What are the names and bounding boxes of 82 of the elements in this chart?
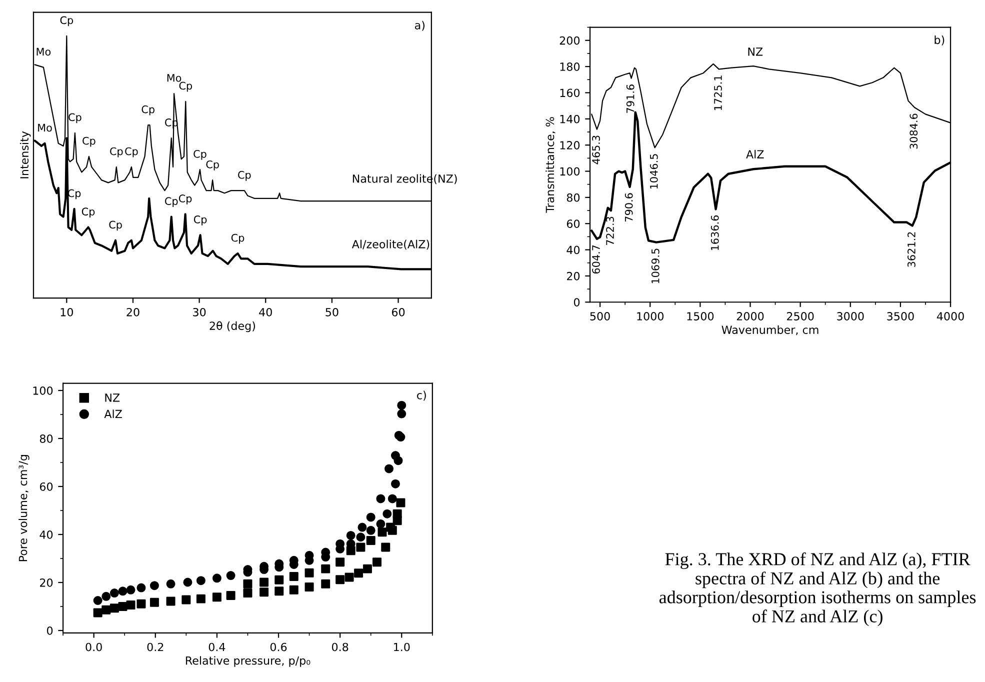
annotation: 3084.6 bbox=[910, 114, 918, 149]
y-tick-label: 200 bbox=[560, 36, 580, 45]
annotation: 722.3 bbox=[606, 216, 614, 246]
y-tick-label: 120 bbox=[560, 141, 580, 150]
annotation: b) bbox=[934, 36, 944, 46]
annotation: Cp bbox=[110, 147, 123, 158]
y-tick-label: 40 bbox=[566, 246, 580, 254]
annotation: 791.6 bbox=[626, 84, 634, 113]
x-tick-label: 3500 bbox=[887, 312, 914, 320]
annotation: Cp bbox=[165, 197, 178, 208]
x-tick-label: 0.2 bbox=[147, 642, 164, 652]
annotation: Cp bbox=[231, 234, 244, 244]
x-tick-label: 30 bbox=[193, 308, 206, 316]
y-axis-title: Transmittance, % bbox=[546, 117, 556, 213]
annotation: 1725.1 bbox=[714, 76, 722, 110]
annotation: Cp bbox=[60, 16, 74, 26]
y-tick-label: 0 bbox=[574, 298, 580, 307]
series-label: NZ bbox=[748, 48, 763, 56]
x-tick-label: 1.0 bbox=[394, 642, 410, 652]
annotation: Cp bbox=[238, 170, 251, 181]
x-tick-label: 1500 bbox=[687, 312, 714, 320]
x-tick-label: 20 bbox=[126, 308, 140, 316]
y-tick-label: 100 bbox=[560, 167, 580, 176]
x-tick-label: 0.8 bbox=[332, 642, 348, 652]
x-tick-label: 2000 bbox=[736, 312, 764, 320]
annotation: 465.3 bbox=[592, 136, 600, 164]
annotation: Cp bbox=[142, 105, 154, 116]
annotation: 1636.6 bbox=[710, 215, 719, 250]
y-tick-label: 20 bbox=[40, 578, 53, 587]
y-axis-title: Intensity bbox=[20, 131, 31, 178]
x-tick-label: 40 bbox=[259, 308, 272, 316]
y-axis-title: Pore volume, cm³/g bbox=[18, 455, 30, 562]
x-tick-label: 4000 bbox=[936, 312, 964, 320]
x-axis-title: Relative pressure, p/p₀ bbox=[186, 656, 310, 667]
x-tick-label: 0.6 bbox=[270, 642, 287, 652]
x-tick-label: 0.0 bbox=[86, 642, 102, 652]
y-tick-label: 80 bbox=[40, 434, 53, 443]
y-tick-label: 0 bbox=[46, 626, 53, 635]
legend-label: NZ bbox=[105, 394, 120, 402]
x-tick-label: 10 bbox=[60, 308, 73, 316]
annotation: 790.6 bbox=[624, 193, 633, 222]
x-axis-title: 2θ (deg) bbox=[210, 321, 256, 332]
annotation: 1046.5 bbox=[650, 154, 658, 189]
annotation: Cp bbox=[206, 160, 219, 170]
x-axis-title: Wavenumber, cm bbox=[722, 325, 818, 336]
annotation: Cp bbox=[194, 215, 207, 226]
annotation: Mo bbox=[167, 74, 182, 82]
text: a) bbox=[414, 20, 425, 31]
y-tick-label: 140 bbox=[560, 114, 580, 124]
annotation: Cp bbox=[68, 113, 82, 124]
x-tick-label: 3000 bbox=[837, 312, 864, 320]
annotation: Cp bbox=[82, 136, 96, 147]
y-tick-label: 180 bbox=[560, 62, 580, 71]
y-tick-label: 100 bbox=[33, 386, 53, 395]
y-tick-label: 40 bbox=[40, 530, 53, 539]
annotation: 3621.2 bbox=[908, 232, 916, 267]
y-tick-label: 60 bbox=[40, 482, 53, 491]
x-tick-label: 0.4 bbox=[208, 642, 226, 652]
y-tick-label: 20 bbox=[566, 272, 580, 280]
legend-label: AlZ bbox=[104, 410, 122, 418]
caption: Fig. 3. The XRD of NZ and AlZ (a), FTIR spectra of NZ and AlZ (b) and the adsorption/desorption isotherms on samples of NZ and AlZ (c) bbox=[659, 552, 976, 626]
x-tick-label: 1000 bbox=[637, 312, 664, 320]
y-tick-label: 80 bbox=[566, 193, 580, 202]
annotation: Cp bbox=[82, 208, 95, 218]
annotation: Cp bbox=[125, 147, 138, 158]
x-tick-label: 500 bbox=[590, 312, 610, 320]
annotation: Cp bbox=[194, 150, 206, 160]
annotation: 1069.5 bbox=[651, 248, 660, 284]
y-tick-label: 160 bbox=[560, 88, 580, 98]
x-tick-label: 60 bbox=[392, 308, 405, 316]
series-label: Al/zeolite(AlZ) bbox=[352, 240, 430, 250]
x-tick-label: 2500 bbox=[786, 312, 814, 320]
series-label: AlZ bbox=[746, 150, 764, 158]
annotation: Mo bbox=[36, 48, 51, 56]
annotation: Cp bbox=[179, 82, 192, 92]
annotation: Mo bbox=[38, 124, 52, 132]
annotation: Cp bbox=[178, 194, 192, 204]
annotation: Cp bbox=[109, 220, 122, 231]
annotation: 604.7 bbox=[592, 245, 600, 274]
y-tick-label: 60 bbox=[566, 220, 580, 228]
x-tick-label: 50 bbox=[326, 308, 338, 316]
annotation: c) bbox=[417, 390, 426, 401]
